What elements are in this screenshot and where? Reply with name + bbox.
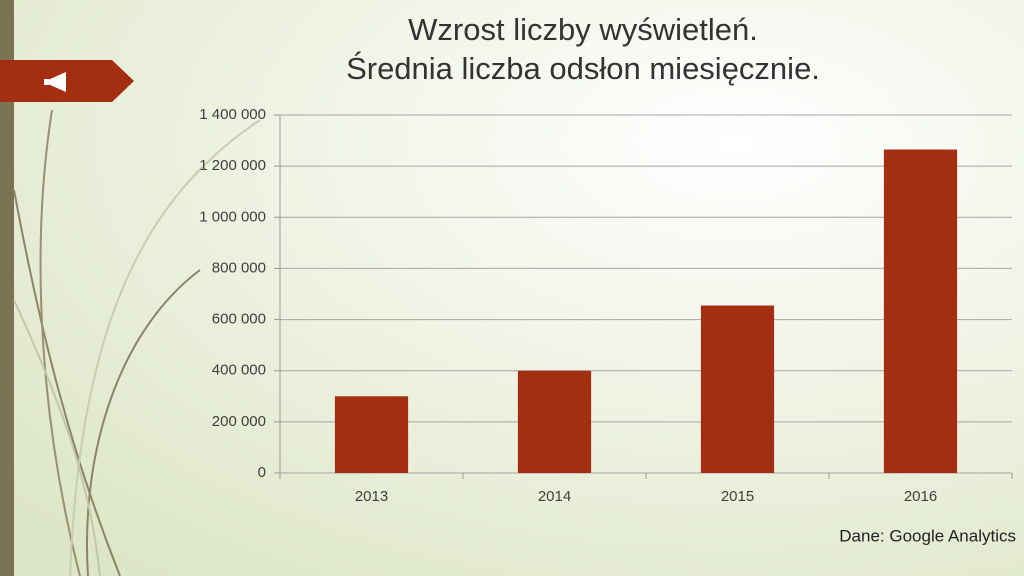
x-tick-label: 2014 — [538, 488, 571, 505]
y-tick-label: 1 200 000 — [199, 157, 266, 174]
y-tick-label: 1 000 000 — [199, 208, 266, 225]
x-tick-label: 2013 — [355, 488, 388, 505]
y-tick-label: 200 000 — [212, 413, 266, 430]
y-tick-label: 600 000 — [212, 311, 266, 328]
x-tick-label: 2016 — [904, 488, 937, 505]
bar — [700, 305, 775, 473]
y-tick-label: 400 000 — [212, 362, 266, 379]
side-stripe — [0, 0, 14, 576]
x-tick-label: 2015 — [721, 488, 754, 505]
y-tick-label: 1 400 000 — [199, 106, 266, 123]
decor-curves — [13, 109, 261, 576]
bar — [334, 396, 409, 473]
chart-subtitle: Średnia liczba odsłon miesięcznie. — [346, 50, 820, 86]
chart-title: Wzrost liczby wyświetleń. — [408, 12, 758, 47]
bar — [517, 370, 592, 473]
banner-arrow — [0, 60, 134, 102]
bar — [883, 149, 958, 473]
y-tick-label: 800 000 — [212, 259, 266, 276]
source-note: Dane: Google Analytics — [839, 526, 1016, 545]
megaphone-icon — [44, 72, 66, 92]
y-tick-label: 0 — [258, 464, 266, 481]
